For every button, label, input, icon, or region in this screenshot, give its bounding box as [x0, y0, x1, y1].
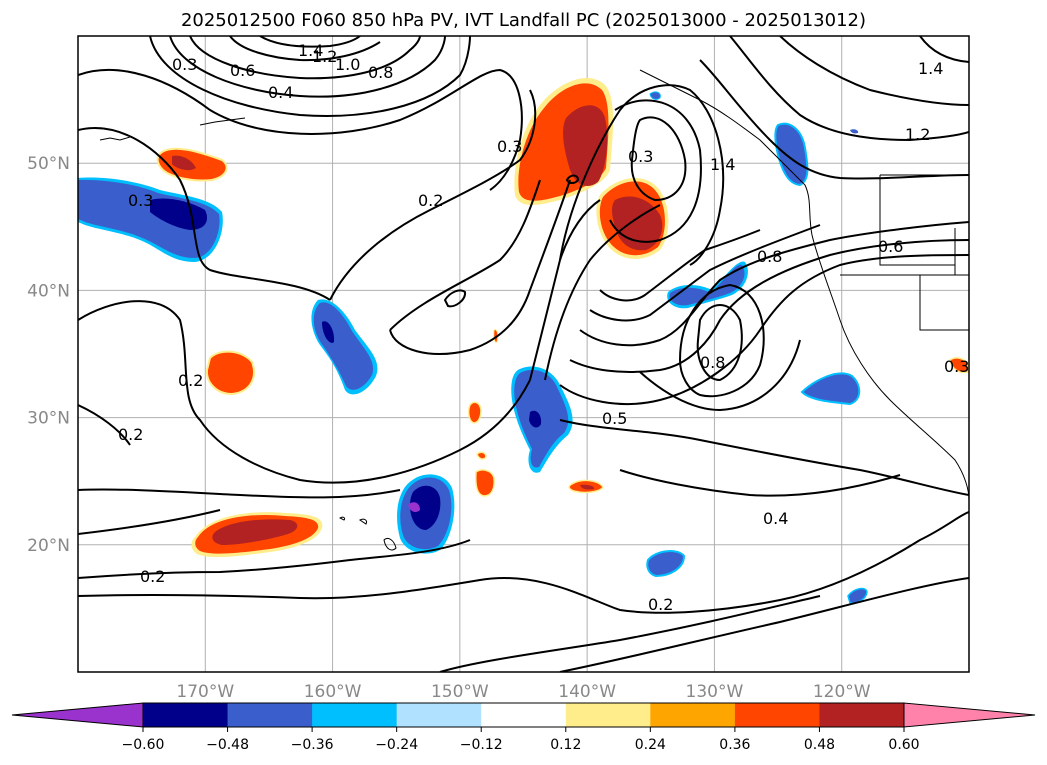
negative-anomaly-blob	[646, 550, 686, 578]
map-title: 2025012500 F060 850 hPa PV, IVT Landfall…	[180, 10, 867, 31]
colorbar-segment	[819, 703, 905, 727]
colorbar-segment	[227, 703, 313, 727]
contour-label: 0.2	[118, 425, 143, 444]
contour-label: 1.4	[918, 59, 943, 78]
negative-anomaly-blob	[311, 299, 378, 395]
contour-label: 0.6	[230, 61, 255, 80]
colorbar-segment	[565, 703, 651, 727]
latitude-tick-label: 40°N	[27, 281, 70, 301]
colorbar-tick-label: 0.36	[719, 737, 750, 753]
contour-label: 0.3	[128, 191, 153, 210]
colorbar: −0.60 −0.48 −0.36 −0.24 −0.12 0.12 0.24 0.36 0.4…	[11, 702, 1036, 753]
contour-label: 0.3	[497, 137, 522, 156]
negative-anomaly-blob	[667, 261, 748, 309]
latitude-tick-label: 50°N	[27, 154, 70, 174]
colorbar-tick-label: −0.36	[291, 737, 334, 753]
positive-anomaly-blob	[205, 350, 255, 396]
colorbar-extend-min	[11, 702, 144, 728]
coastlines	[99, 69, 969, 551]
contour-label: 0.8	[700, 353, 725, 372]
contour-label: 0.6	[878, 237, 903, 256]
contour-label: 1.2	[905, 125, 930, 144]
colorbar-segment	[143, 703, 229, 727]
contour-label: 1.0	[335, 55, 360, 74]
contour-label: 1.4	[298, 41, 323, 60]
colorbar-segment	[396, 703, 482, 727]
positive-anomaly-blob	[568, 479, 604, 494]
colorbar-tick-label: 0.60	[888, 737, 919, 753]
colorbar-tick-label: −0.48	[206, 737, 249, 753]
positive-anomaly-blob	[476, 451, 487, 460]
latitude-tick-labels: 20°N 30°N 40°N 50°N	[27, 154, 70, 556]
colorbar-extend-max	[903, 702, 1036, 728]
map-plot-area: 0.3 0.6 0.4 1.4 1.2 1.0 0.8 0.3 0.2 0.3 …	[78, 36, 969, 672]
colorbar-segment	[650, 703, 736, 727]
positive-anomaly-blob	[191, 512, 323, 558]
colorbar-segment	[734, 703, 820, 727]
colorbar-tick-label: 0.24	[635, 737, 666, 753]
contour-label: 0.4	[763, 509, 788, 528]
negative-anomaly-blob	[850, 129, 859, 134]
contour-label: 0.2	[140, 567, 165, 586]
longitude-tick-label: 150°W	[431, 682, 489, 702]
pv-contours	[78, 36, 969, 672]
longitude-tick-label: 170°W	[176, 682, 234, 702]
contour-label: 0.8	[368, 63, 393, 82]
positive-anomaly-blob	[475, 469, 495, 497]
colorbar-frame	[142, 702, 905, 728]
contour-label: 0.3	[944, 357, 969, 376]
latitude-tick-label: 20°N	[27, 536, 70, 556]
longitude-tick-label: 120°W	[813, 682, 871, 702]
latitude-tick-label: 30°N	[27, 409, 70, 429]
contour-label: 0.2	[418, 191, 443, 210]
colorbar-tick-label: 0.48	[804, 737, 835, 753]
contour-label: 0.5	[602, 409, 627, 428]
colorbar-segment	[481, 703, 567, 727]
colorbar-tick-label: −0.60	[122, 737, 165, 753]
negative-anomaly-blob	[511, 366, 573, 473]
contour-label: 0.2	[648, 595, 673, 614]
negative-anomaly-blob	[800, 372, 861, 406]
colorbar-tick-label: −0.24	[375, 737, 418, 753]
positive-anomaly-blob	[596, 177, 669, 259]
map-frame	[77, 35, 970, 673]
longitude-tick-label: 130°W	[686, 682, 744, 702]
colorbar-segment	[312, 703, 398, 727]
positive-anomaly-blob	[514, 77, 614, 205]
contour-label: 0.3	[172, 55, 197, 74]
contour-label: 0.2	[178, 371, 203, 390]
positive-anomaly-blob	[949, 357, 969, 374]
contour-label: 1.2	[312, 47, 337, 66]
contour-label: 0.3	[628, 147, 653, 166]
colorbar-tick-label: 0.12	[550, 737, 581, 753]
longitude-tick-labels: 170°W 160°W 150°W 140°W 130°W 120°W	[176, 682, 870, 702]
contour-label: 1.4	[710, 155, 735, 174]
longitude-tick-label: 160°W	[304, 682, 362, 702]
negative-anomaly-blob	[649, 91, 661, 100]
positive-anomaly-blob	[467, 401, 482, 424]
contour-label: 0.4	[268, 83, 293, 102]
colorbar-tick-label: −0.12	[460, 737, 503, 753]
negative-anomaly-blob	[397, 474, 455, 554]
negative-anomaly-blob	[774, 122, 809, 187]
contour-labels: 0.3 0.6 0.4 1.4 1.2 1.0 0.8 0.3 0.2 0.3 …	[118, 41, 969, 614]
contour-label: 0.8	[757, 247, 782, 266]
longitude-tick-label: 140°W	[558, 682, 616, 702]
